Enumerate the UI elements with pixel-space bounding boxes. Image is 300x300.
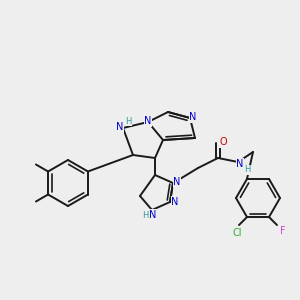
Text: N: N (149, 210, 157, 220)
Text: N: N (116, 122, 124, 132)
Text: H: H (142, 211, 148, 220)
Text: Cl: Cl (232, 228, 242, 238)
Text: N: N (171, 197, 179, 207)
Text: N: N (189, 112, 197, 122)
Text: O: O (219, 137, 227, 147)
Text: H: H (244, 166, 250, 175)
Text: N: N (236, 159, 244, 169)
Text: H: H (125, 116, 131, 125)
Text: N: N (173, 177, 181, 187)
Text: F: F (280, 226, 286, 236)
Text: N: N (144, 116, 152, 126)
